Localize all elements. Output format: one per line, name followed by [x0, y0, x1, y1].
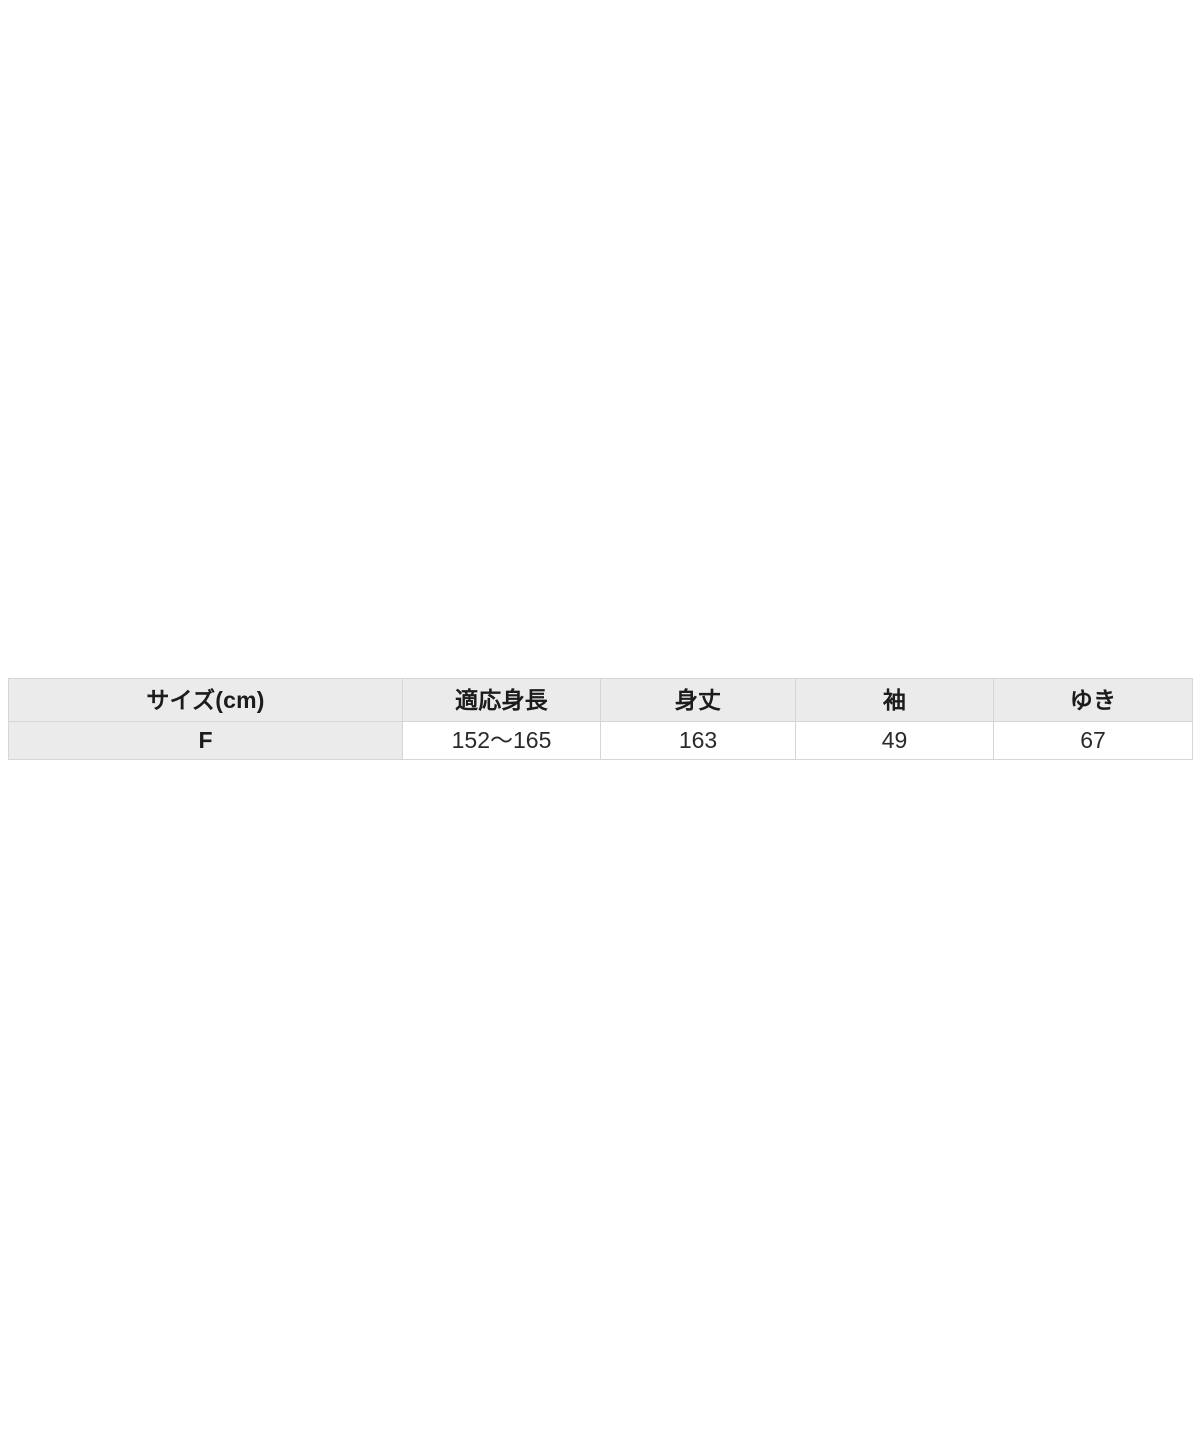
column-header-sleeve: 袖 — [795, 678, 994, 722]
column-header-applicable-height: 適応身長 — [402, 678, 601, 722]
column-header-yuki: ゆき — [993, 678, 1193, 722]
column-header-body-length: 身丈 — [600, 678, 796, 722]
bottom-blank-area — [0, 760, 1200, 1443]
top-blank-area — [0, 0, 1200, 678]
size-chart-table: サイズ(cm) 適応身長 身丈 袖 ゆき F 152〜165 163 49 67 — [8, 678, 1193, 760]
table-row: F 152〜165 163 49 67 — [8, 721, 1193, 760]
cell-applicable-height-value: 152〜165 — [402, 721, 601, 760]
column-header-size: サイズ(cm) — [8, 678, 403, 722]
table-header: サイズ(cm) 適応身長 身丈 袖 ゆき — [8, 678, 1193, 722]
cell-size-value: F — [8, 721, 403, 760]
table-body: F 152〜165 163 49 67 — [8, 721, 1193, 760]
size-chart-container: サイズ(cm) 適応身長 身丈 袖 ゆき F 152〜165 163 49 67 — [0, 678, 1200, 760]
table-header-row: サイズ(cm) 適応身長 身丈 袖 ゆき — [8, 678, 1193, 722]
cell-yuki-value: 67 — [993, 721, 1193, 760]
cell-body-length-value: 163 — [600, 721, 796, 760]
cell-sleeve-value: 49 — [795, 721, 994, 760]
